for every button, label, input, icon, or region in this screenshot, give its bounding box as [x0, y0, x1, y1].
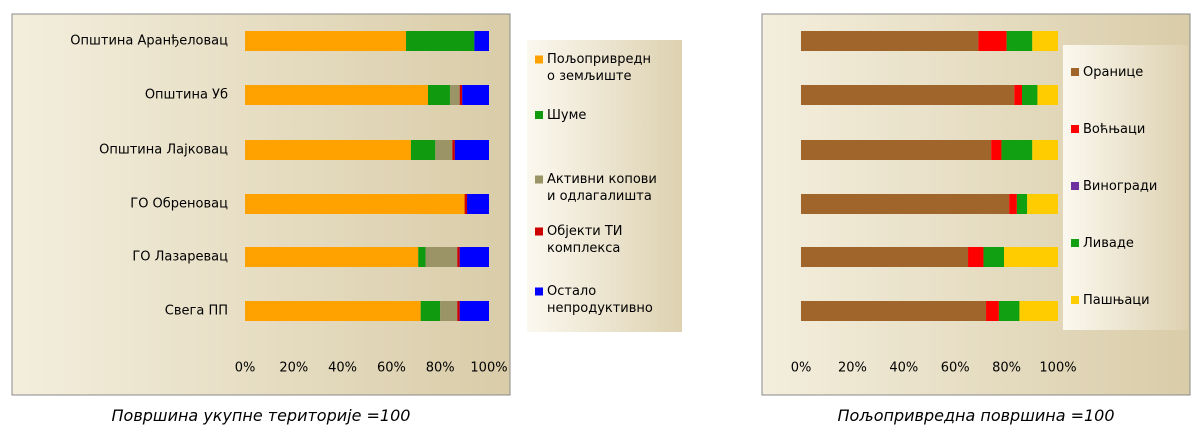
- bar-segment: [406, 31, 475, 51]
- bar-segment: [978, 31, 1007, 51]
- bar-segment: [1022, 85, 1038, 105]
- bar-segment: [440, 301, 458, 321]
- legend-label: Ливаде: [1083, 235, 1134, 251]
- bar-segment: [1027, 194, 1058, 214]
- bar-segment: [467, 194, 489, 214]
- legend-label: Пољопривредн о земљиште: [547, 52, 652, 84]
- legend-swatch: [535, 227, 543, 236]
- bar-segment: [1001, 140, 1033, 160]
- legend-label: Оранице: [1083, 64, 1144, 80]
- bar-segment: [991, 140, 1002, 160]
- bar-segment: [410, 140, 436, 160]
- x-tick-label: 20%: [279, 361, 308, 376]
- legend-label: Остало непродуктивно: [547, 284, 653, 316]
- bar-segment: [801, 140, 992, 160]
- x-tick-label: 60%: [377, 361, 406, 376]
- bar-segment: [245, 31, 407, 51]
- legend-swatch: [1071, 239, 1079, 247]
- legend-label: Активни копови и одлагалишта: [547, 172, 657, 204]
- x-tick-label: 20%: [838, 361, 867, 376]
- bar-segment: [435, 140, 453, 160]
- bar-segment: [968, 247, 984, 267]
- bar-segment: [1032, 31, 1058, 51]
- legend-swatch: [1071, 182, 1079, 190]
- bar-segment: [983, 247, 1005, 267]
- bar-segment: [428, 85, 450, 105]
- y-tick-label: Свега ПП: [165, 304, 228, 319]
- legend-label: Објекти ТИ комплекса: [547, 224, 623, 256]
- legend-swatch: [535, 175, 543, 184]
- bar-segment: [801, 247, 969, 267]
- legend-swatch: [535, 287, 543, 296]
- bar-segment: [459, 85, 463, 105]
- bar-segment: [1009, 194, 1017, 214]
- bar-segment: [457, 301, 460, 321]
- bar-segment: [801, 31, 979, 51]
- y-tick-label: ГО Обреновац: [130, 197, 228, 212]
- legend-label: Пашњаци: [1083, 292, 1150, 308]
- bar-segment: [418, 247, 426, 267]
- y-tick-label: Општина Уб: [145, 88, 228, 103]
- y-tick-label: ГО Лазаревац: [132, 250, 228, 265]
- legend-swatch: [535, 111, 543, 119]
- bar-segment: [1004, 247, 1058, 267]
- x-tick-label: 40%: [889, 361, 918, 376]
- bar-segment: [420, 301, 441, 321]
- bar-segment: [459, 301, 489, 321]
- y-tick-label: Општина Лајковац: [99, 143, 228, 158]
- x-tick-label: 80%: [992, 361, 1021, 376]
- legend-box: [527, 40, 682, 332]
- bar-segment: [245, 140, 411, 160]
- legend-box: [1063, 45, 1188, 330]
- y-tick-label: Општина Аранђеловац: [70, 34, 228, 49]
- x-tick-label: 60%: [941, 361, 970, 376]
- x-tick-label: 100%: [1039, 361, 1076, 376]
- legend-swatch: [1071, 68, 1079, 76]
- legend-swatch: [1071, 296, 1079, 304]
- bar-segment: [1014, 85, 1023, 105]
- bar-segment: [459, 247, 489, 267]
- legend-label: Виногради: [1083, 178, 1158, 194]
- bar-segment: [1006, 31, 1033, 51]
- bar-segment: [457, 247, 460, 267]
- x-tick-label: 0%: [791, 361, 812, 376]
- bar-segment: [801, 194, 1010, 214]
- legend-swatch: [535, 55, 543, 64]
- bar-segment: [998, 301, 1020, 321]
- bar-segment: [1019, 301, 1058, 321]
- caption: Пољопривредна површина =100: [837, 406, 1115, 425]
- bar-segment: [245, 85, 428, 105]
- bar-segment: [1032, 140, 1058, 160]
- bar-segment: [801, 85, 1015, 105]
- bar-segment: [464, 194, 468, 214]
- bar-segment: [245, 301, 421, 321]
- legend-label: Шуме: [547, 107, 587, 123]
- legend-label: Воћњаци: [1083, 121, 1146, 137]
- bar-segment: [449, 85, 460, 105]
- x-tick-label: 100%: [470, 361, 507, 376]
- bar-segment: [462, 85, 489, 105]
- bar-segment: [1016, 194, 1028, 214]
- caption: Површина укупне територије =100: [111, 406, 411, 425]
- bar-segment: [986, 301, 999, 321]
- bar-segment: [245, 247, 419, 267]
- legend-swatch: [1071, 125, 1079, 133]
- x-tick-label: 0%: [235, 361, 256, 376]
- bar-segment: [454, 140, 489, 160]
- x-tick-label: 80%: [426, 361, 455, 376]
- x-tick-label: 40%: [328, 361, 357, 376]
- bar-segment: [245, 194, 465, 214]
- bar-segment: [425, 247, 458, 267]
- bar-segment: [452, 140, 455, 160]
- bar-segment: [474, 31, 489, 51]
- bar-segment: [801, 301, 987, 321]
- bar-segment: [1037, 85, 1058, 105]
